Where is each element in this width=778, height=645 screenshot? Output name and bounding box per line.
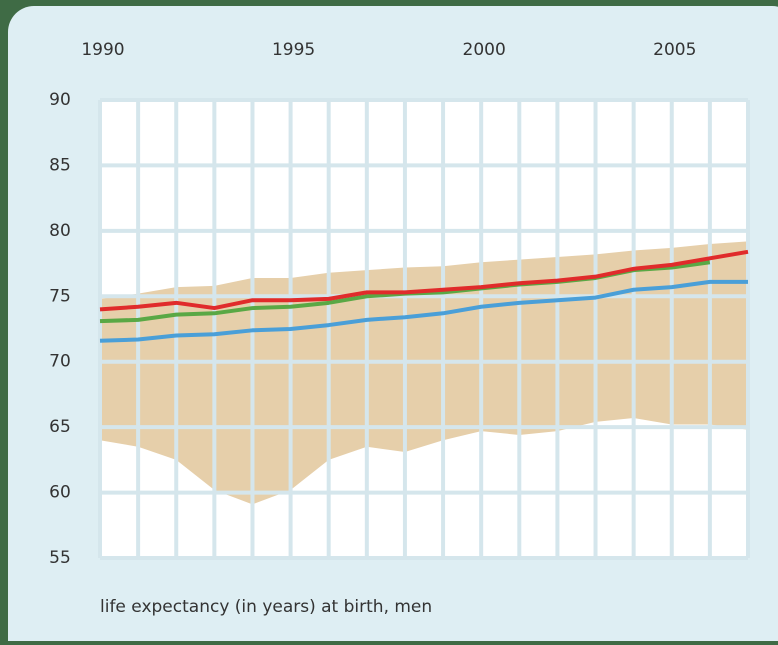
- x-tick-label: 2005: [653, 40, 696, 60]
- x-tick-label: 1990: [81, 40, 124, 60]
- y-tick-label: 65: [49, 417, 71, 437]
- x-axis-label: life expectancy (in years) at birth, men: [100, 597, 432, 617]
- y-tick-label: 60: [49, 483, 71, 503]
- series-line: [99, 279, 748, 343]
- y-tick-label: 80: [49, 221, 71, 241]
- x-tick-label: 1995: [272, 40, 315, 60]
- y-tick-label: 70: [49, 352, 71, 372]
- y-tick-label: 85: [49, 155, 71, 175]
- y-tick-label: 75: [49, 286, 71, 306]
- y-tick-label: 90: [49, 90, 71, 110]
- y-tick-label: 55: [49, 548, 71, 568]
- series-line: [99, 249, 749, 312]
- x-tick-label: 2000: [463, 40, 506, 60]
